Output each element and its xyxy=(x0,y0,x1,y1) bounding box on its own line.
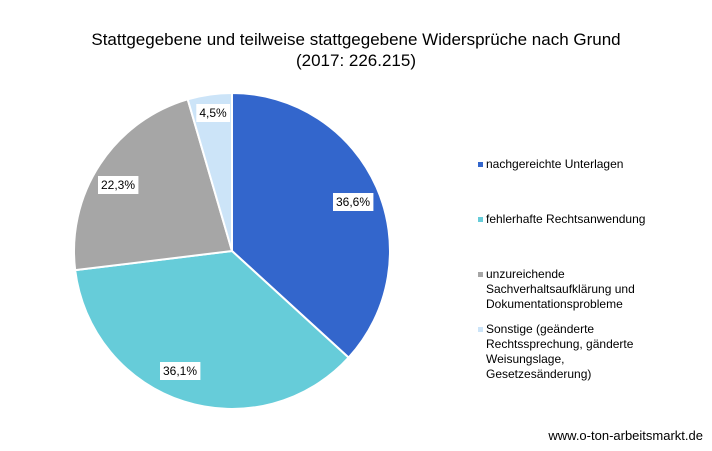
data-label-text: 36,6% xyxy=(336,195,370,209)
legend-label: nachgereichte Unterlagen xyxy=(486,157,624,171)
pie-data-labels: 36,6% 36,1% 22,3% 4,5% xyxy=(98,104,374,380)
data-label-box xyxy=(196,104,230,122)
legend-item-sonstige: Sonstige (geänderte Rechtssprechung, gän… xyxy=(478,322,633,382)
data-label: 4,5% xyxy=(196,104,230,122)
data-label-box xyxy=(333,193,374,211)
legend-item-nachgereichte-unterlagen: nachgereichte Unterlagen xyxy=(478,157,623,172)
data-label: 36,1% xyxy=(160,362,201,380)
pie-slice xyxy=(231,91,391,359)
pie-slice xyxy=(73,98,234,272)
data-label: 36,6% xyxy=(333,193,374,211)
legend-item-fehlerhafte-rechtsanwendung: fehlerhafte Rechtsanwendung xyxy=(478,212,645,227)
chart-title-block: Stattgegebene und teilweise stattgegeben… xyxy=(0,29,712,71)
legend-label: fehlerhafte Rechtsanwendung xyxy=(486,212,646,226)
pie-slice xyxy=(74,249,351,410)
data-label-text: 4,5% xyxy=(199,106,227,120)
pie-slice xyxy=(186,91,233,252)
chart-subtitle: (2017: 226.215) xyxy=(295,51,417,70)
legend-swatch xyxy=(478,327,483,332)
data-label-box xyxy=(98,176,139,194)
legend-swatch xyxy=(478,272,483,277)
data-label-box xyxy=(160,362,201,380)
data-label-text: 36,1% xyxy=(163,364,197,378)
pie-slices xyxy=(73,91,391,410)
legend-swatch xyxy=(478,162,483,167)
legend-label: Sonstige (geänderte Rechtssprechung, gän… xyxy=(486,322,634,381)
legend-label: unzureichende Sachverhaltsaufklärung und… xyxy=(486,267,635,311)
chart-title: Stattgegebene und teilweise stattgegeben… xyxy=(91,30,621,49)
legend-item-unzureichende-sachverhaltsaufklaerung: unzureichende Sachverhaltsaufklärung und… xyxy=(478,267,635,312)
legend-swatch xyxy=(478,217,483,222)
data-label-text: 22,3% xyxy=(101,178,135,192)
data-label: 22,3% xyxy=(98,176,139,194)
source-url: www.o-ton-arbeitsmarkt.de xyxy=(548,428,703,443)
